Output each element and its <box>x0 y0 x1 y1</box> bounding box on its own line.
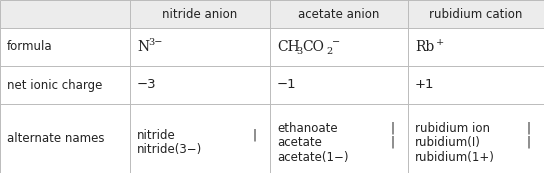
Text: Rb: Rb <box>415 40 434 54</box>
Text: N: N <box>137 40 149 54</box>
Text: CO: CO <box>302 40 324 54</box>
Text: nitride: nitride <box>137 129 176 142</box>
Text: −1: −1 <box>277 79 296 92</box>
Bar <box>130 66 270 104</box>
Bar <box>270 66 408 104</box>
Text: rubidium(I): rubidium(I) <box>415 136 481 149</box>
Bar <box>130 0 270 28</box>
Text: |: | <box>252 129 256 142</box>
Text: 3: 3 <box>296 47 302 56</box>
Bar <box>408 104 544 173</box>
Text: acetate anion: acetate anion <box>298 7 380 20</box>
Text: rubidium ion: rubidium ion <box>415 121 490 134</box>
Text: |: | <box>526 136 530 149</box>
Text: +1: +1 <box>415 79 435 92</box>
Bar <box>0 104 130 173</box>
Text: +: + <box>436 38 444 47</box>
Text: alternate names: alternate names <box>7 132 104 145</box>
Bar <box>130 104 270 173</box>
Text: nitride anion: nitride anion <box>162 7 238 20</box>
Text: −: − <box>332 38 340 47</box>
Bar <box>408 0 544 28</box>
Bar <box>0 0 130 28</box>
Bar <box>270 28 408 66</box>
Text: CH: CH <box>277 40 300 54</box>
Text: −3: −3 <box>137 79 157 92</box>
Bar <box>0 66 130 104</box>
Text: |: | <box>390 121 394 134</box>
Bar <box>270 104 408 173</box>
Text: rubidium(1+): rubidium(1+) <box>415 151 495 163</box>
Bar <box>408 66 544 104</box>
Bar <box>0 28 130 66</box>
Text: acetate(1−): acetate(1−) <box>277 151 349 163</box>
Text: |: | <box>390 136 394 149</box>
Text: formula: formula <box>7 40 53 53</box>
Text: acetate: acetate <box>277 136 322 149</box>
Text: |: | <box>526 121 530 134</box>
Bar <box>130 28 270 66</box>
Text: nitride(3−): nitride(3−) <box>137 143 202 156</box>
Bar <box>408 28 544 66</box>
Bar <box>270 0 408 28</box>
Text: ethanoate: ethanoate <box>277 121 338 134</box>
Text: 3−: 3− <box>148 38 162 47</box>
Text: net ionic charge: net ionic charge <box>7 79 102 92</box>
Text: rubidium cation: rubidium cation <box>429 7 523 20</box>
Text: 2: 2 <box>326 47 332 56</box>
